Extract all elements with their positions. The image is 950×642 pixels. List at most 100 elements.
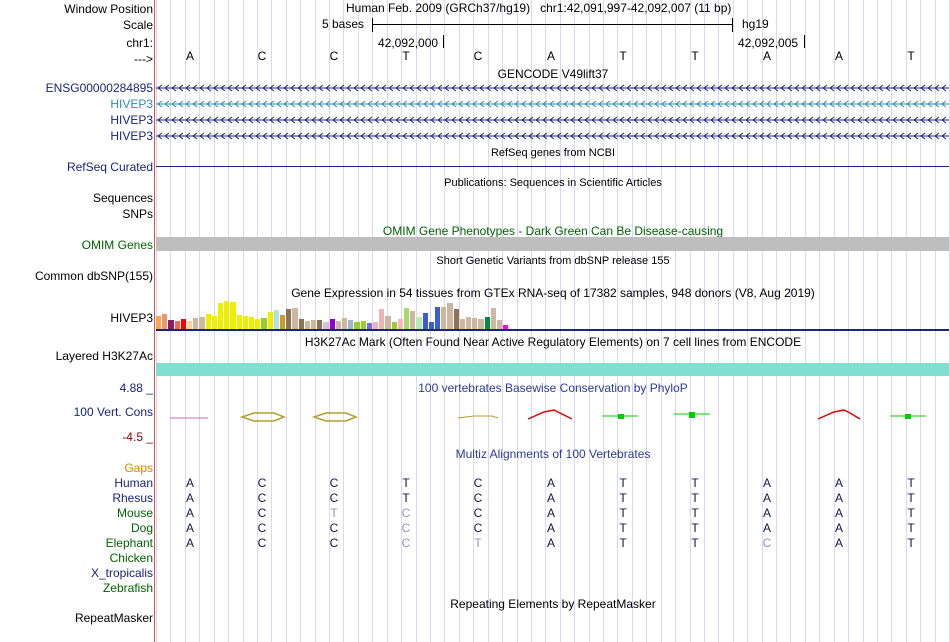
gtex-tissue-bar[interactable] (243, 316, 248, 329)
coord-label-2: 42,092,005 (738, 36, 799, 50)
gtex-tissue-bar[interactable] (317, 320, 322, 329)
gtex-tissue-bar[interactable] (447, 303, 453, 329)
grid-line (834, 0, 835, 642)
gtex-tissue-bar[interactable] (423, 313, 428, 329)
gencode-gene-line[interactable] (156, 98, 949, 110)
h3k27ac-signal[interactable] (156, 363, 949, 376)
gtex-tissue-bar[interactable] (224, 301, 229, 329)
gtex-tissue-bar[interactable] (299, 319, 304, 329)
gtex-tissue-bar[interactable] (497, 320, 502, 329)
multiz-species-label[interactable]: Zebrafish (102, 581, 153, 595)
gtex-bar-chart[interactable] (156, 298, 556, 329)
gtex-tissue-bar[interactable] (305, 321, 310, 329)
assembly-text: Human Feb. 2009 (GRCh37/hg19) chr1:42,09… (346, 1, 731, 15)
gencode-gene-line[interactable] (156, 130, 949, 142)
gtex-tissue-bar[interactable] (367, 323, 372, 329)
gencode-gene-line[interactable] (156, 82, 949, 94)
multiz-species-label[interactable]: X_tropicalis (90, 566, 153, 580)
h3k27ac-label[interactable]: Layered H3K27Ac (55, 349, 153, 363)
gtex-tissue-bar[interactable] (255, 319, 260, 329)
grid-line (459, 0, 460, 642)
publications-snps-label[interactable]: SNPs (122, 207, 153, 221)
gencode-item-label[interactable]: HIVEP3 (110, 113, 153, 127)
gtex-tissue-bar[interactable] (193, 318, 198, 329)
gtex-tissue-bar[interactable] (199, 317, 205, 329)
gtex-tissue-bar[interactable] (429, 322, 434, 329)
gtex-tissue-bar[interactable] (454, 309, 459, 329)
gtex-tissue-bar[interactable] (330, 319, 335, 329)
conservation-max-label: 4.88 _ (119, 381, 153, 395)
gencode-item-label[interactable]: HIVEP3 (110, 97, 153, 111)
gtex-tissue-bar[interactable] (472, 318, 477, 329)
gtex-tissue-bar[interactable] (503, 325, 508, 329)
gtex-tissue-bar[interactable] (379, 309, 384, 329)
gtex-tissue-bar[interactable] (206, 314, 211, 329)
multiz-base: T (907, 521, 915, 535)
gtex-tissue-bar[interactable] (435, 307, 440, 329)
gtex-tissue-bar[interactable] (187, 321, 192, 329)
gtex-tissue-bar[interactable] (181, 319, 186, 329)
gtex-tissue-bar[interactable] (416, 317, 422, 329)
gtex-tissue-bar[interactable] (237, 315, 242, 329)
gtex-tissue-bar[interactable] (175, 321, 180, 329)
multiz-species-label[interactable]: Dog (130, 521, 153, 535)
gtex-tissue-bar[interactable] (342, 318, 347, 329)
gtex-tissue-bar[interactable] (218, 303, 223, 329)
gtex-tissue-bar[interactable] (212, 316, 217, 329)
gtex-tissue-bar[interactable] (392, 322, 397, 329)
conservation-label[interactable]: 100 Vert. Cons (73, 405, 153, 419)
gtex-tissue-bar[interactable] (460, 319, 465, 329)
gtex-label[interactable]: HIVEP3 (110, 311, 153, 325)
gtex-tissue-bar[interactable] (311, 320, 316, 329)
conservation-plot[interactable] (156, 404, 949, 428)
multiz-species-label[interactable]: Human (114, 476, 153, 490)
gtex-tissue-bar[interactable] (274, 310, 279, 329)
multiz-species-label[interactable]: Chicken (109, 551, 153, 565)
gencode-gene-line[interactable] (156, 114, 949, 126)
gtex-tissue-bar[interactable] (478, 319, 484, 329)
gtex-tissue-bar[interactable] (466, 317, 471, 329)
gtex-tissue-bar[interactable] (268, 312, 273, 329)
gtex-tissue-bar[interactable] (491, 308, 496, 329)
gtex-tissue-bar[interactable] (261, 318, 267, 329)
gtex-tissue-bar[interactable] (354, 322, 360, 329)
gtex-tissue-bar[interactable] (410, 311, 415, 329)
refseq-line[interactable] (156, 166, 949, 167)
gtex-tissue-bar[interactable] (336, 321, 341, 329)
gencode-item-label[interactable]: HIVEP3 (110, 129, 153, 143)
publications-sequences-label[interactable]: Sequences (92, 191, 153, 205)
multiz-species-label[interactable]: Elephant (105, 536, 153, 550)
grid-line (617, 0, 618, 642)
gtex-tissue-bar[interactable] (398, 319, 403, 329)
gtex-tissue-bar[interactable] (156, 316, 161, 329)
gtex-tissue-bar[interactable] (361, 321, 366, 329)
omim-bar[interactable] (156, 237, 949, 251)
multiz-base: T (907, 506, 915, 520)
dbsnp-label[interactable]: Common dbSNP(155) (34, 269, 153, 283)
gtex-tissue-bar[interactable] (162, 314, 167, 329)
gtex-tissue-bar[interactable] (385, 316, 391, 329)
gtex-tissue-bar[interactable] (373, 322, 378, 329)
multiz-base: C (473, 476, 483, 490)
multiz-base: A (762, 521, 771, 535)
gtex-tissue-bar[interactable] (249, 317, 254, 329)
multiz-species-label[interactable]: Rhesus (112, 491, 153, 505)
grid-line (545, 0, 546, 642)
grid-line (762, 0, 763, 642)
refseq-label[interactable]: RefSeq Curated (66, 160, 153, 174)
gtex-tissue-bar[interactable] (292, 308, 298, 329)
multiz-species-label[interactable]: Mouse (116, 506, 153, 520)
gencode-item-label[interactable]: ENSG00000284895 (45, 81, 153, 95)
conservation-mark-5 (527, 409, 573, 420)
gtex-tissue-bar[interactable] (404, 308, 409, 329)
repeatmasker-label[interactable]: RepeatMasker (74, 611, 153, 625)
gtex-tissue-bar[interactable] (230, 302, 236, 329)
gtex-tissue-bar[interactable] (168, 320, 174, 329)
gtex-tissue-bar[interactable] (441, 307, 446, 329)
gtex-tissue-bar[interactable] (286, 309, 291, 329)
gtex-tissue-bar[interactable] (323, 322, 329, 329)
gtex-tissue-bar[interactable] (348, 320, 353, 329)
gtex-tissue-bar[interactable] (280, 315, 285, 329)
gtex-tissue-bar[interactable] (485, 317, 490, 329)
omim-label[interactable]: OMIM Genes (81, 238, 153, 252)
